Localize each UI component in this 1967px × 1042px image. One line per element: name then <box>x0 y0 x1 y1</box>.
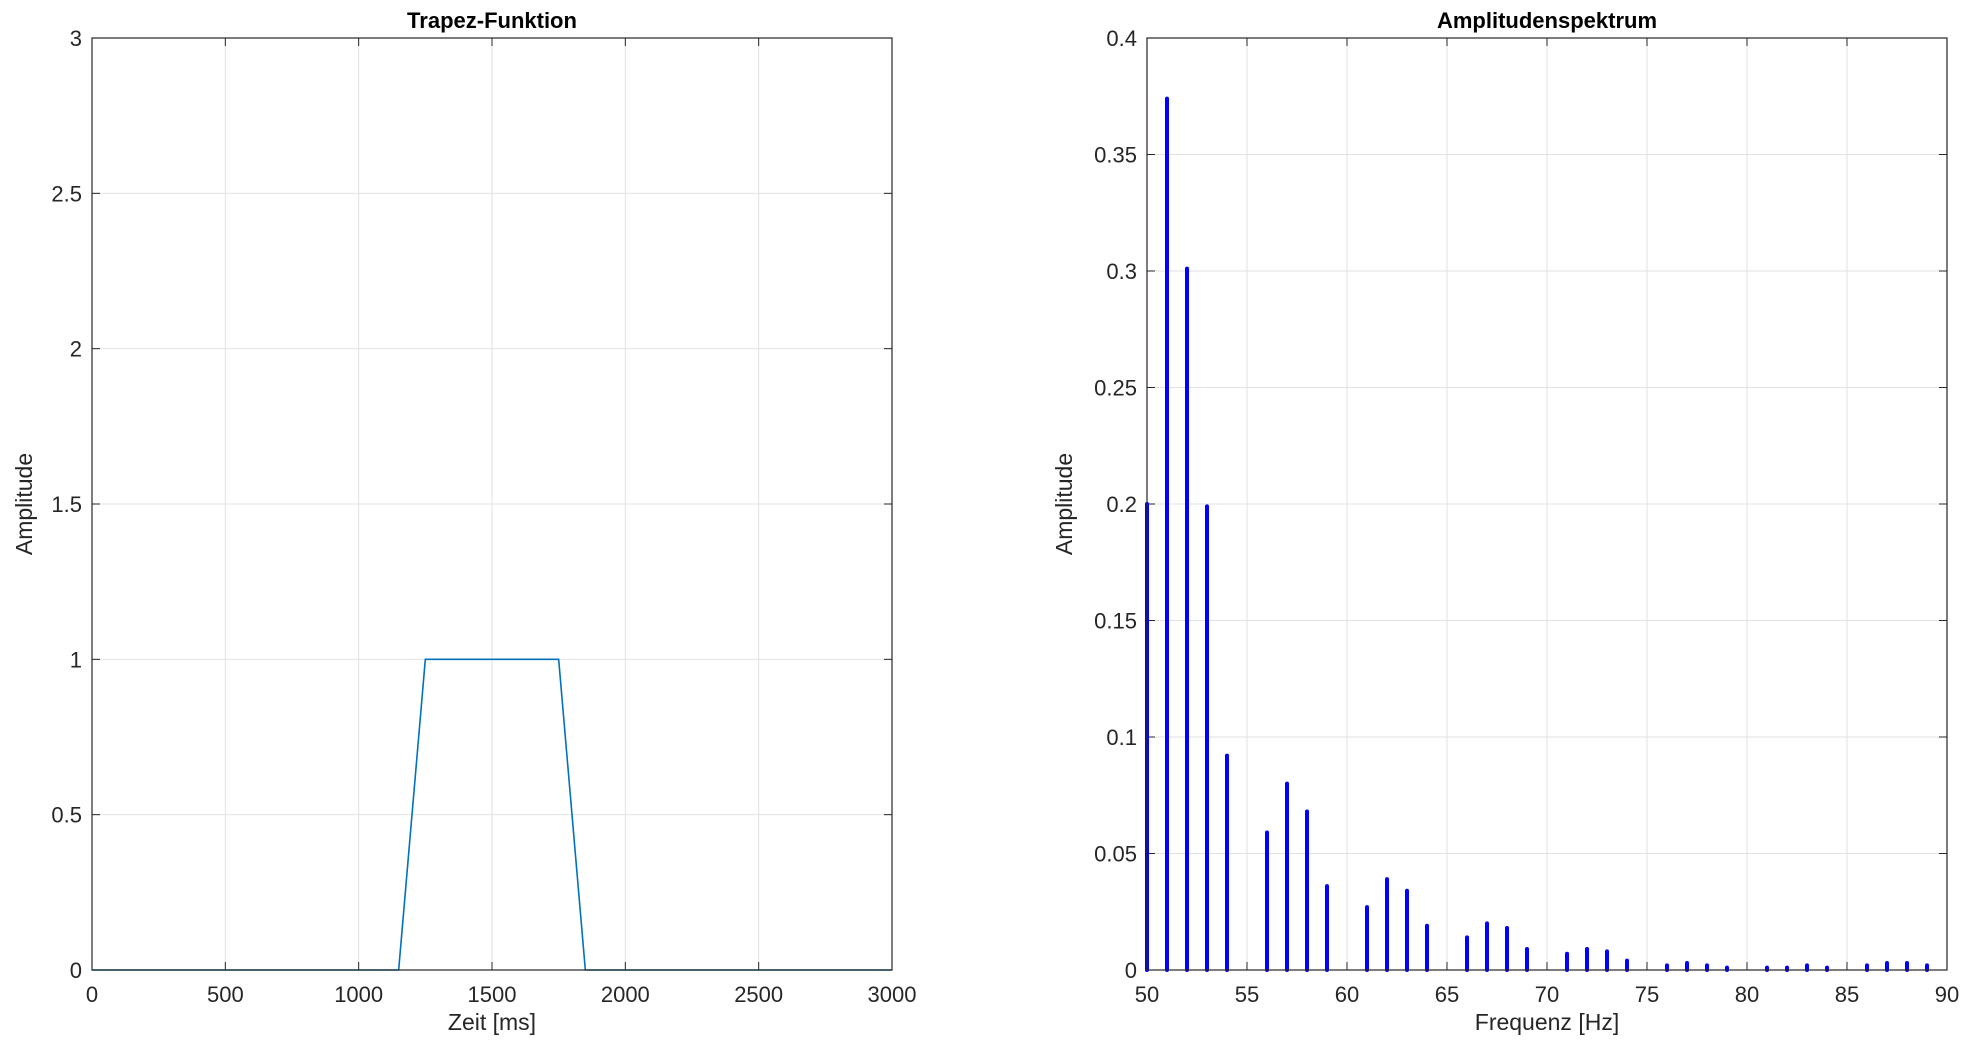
x-tick-labels: 50 55 60 65 70 75 80 85 90 <box>1135 982 1959 1007</box>
x-tick-label: 50 <box>1135 982 1159 1007</box>
x-tick-label: 85 <box>1835 982 1859 1007</box>
y-tick-label: 0.1 <box>1106 725 1137 750</box>
y-tick-label: 1.5 <box>51 492 82 517</box>
x-tick-label: 65 <box>1435 982 1459 1007</box>
y-tick-label: 0.15 <box>1094 609 1137 634</box>
y-tick-label: 0.2 <box>1106 492 1137 517</box>
y-tick-label: 0.4 <box>1106 26 1137 51</box>
y-tick-labels: 0 0.05 0.1 0.15 0.2 0.25 0.3 0.35 0.4 <box>1094 26 1137 983</box>
x-tick-label: 2500 <box>734 982 783 1007</box>
x-tick-label: 3000 <box>868 982 917 1007</box>
x-tick-label: 70 <box>1535 982 1559 1007</box>
x-tick-label: 90 <box>1935 982 1959 1007</box>
x-tick-label: 0 <box>86 982 98 1007</box>
spectrum-plot: 50 55 60 65 70 75 80 85 90 0 0.05 0.1 0.15 0.2 0.25 0.… <box>1051 8 1959 1035</box>
y-tick-label: 0.25 <box>1094 376 1137 401</box>
x-tick-label: 60 <box>1335 982 1359 1007</box>
x-axis-label: Frequenz [Hz] <box>1475 1009 1619 1035</box>
x-tick-label: 1500 <box>468 982 517 1007</box>
x-tick-label: 55 <box>1235 982 1259 1007</box>
grid-lines <box>92 38 892 970</box>
data-marks <box>1145 96 1929 972</box>
x-tick-label: 500 <box>207 982 244 1007</box>
plot-title: Trapez-Funktion <box>407 8 577 33</box>
y-axis-label: Amplitude <box>11 453 37 555</box>
axes-box <box>91 37 893 971</box>
y-tick-label: 1 <box>70 647 82 672</box>
x-tick-label: 75 <box>1635 982 1659 1007</box>
trapez-plot: 0 500 1000 1500 2000 2500 3000 0 0.5 1 1.5 2 2.5 3 T… <box>11 8 916 1035</box>
x-axis-label: Zeit [ms] <box>448 1009 536 1035</box>
y-tick-label: 2 <box>70 337 82 362</box>
x-tick-label: 2000 <box>601 982 650 1007</box>
y-tick-label: 0.35 <box>1094 143 1137 168</box>
plot-title: Amplitudenspektrum <box>1437 8 1657 33</box>
grid-lines <box>1147 38 1947 970</box>
y-tick-label: 3 <box>70 26 82 51</box>
axes-box <box>1146 37 1948 971</box>
x-tick-labels: 0 500 1000 1500 2000 2500 3000 <box>86 982 917 1007</box>
y-tick-labels: 0 0.5 1 1.5 2 2.5 3 <box>51 26 82 983</box>
x-tick-label: 80 <box>1735 982 1759 1007</box>
y-tick-label: 2.5 <box>51 181 82 206</box>
y-tick-label: 0.05 <box>1094 842 1137 867</box>
y-tick-label: 0 <box>1125 958 1137 983</box>
x-tick-label: 1000 <box>334 982 383 1007</box>
y-tick-label: 0.5 <box>51 803 82 828</box>
y-axis-label: Amplitude <box>1051 453 1077 555</box>
y-tick-label: 0.3 <box>1106 259 1137 284</box>
y-tick-label: 0 <box>70 958 82 983</box>
